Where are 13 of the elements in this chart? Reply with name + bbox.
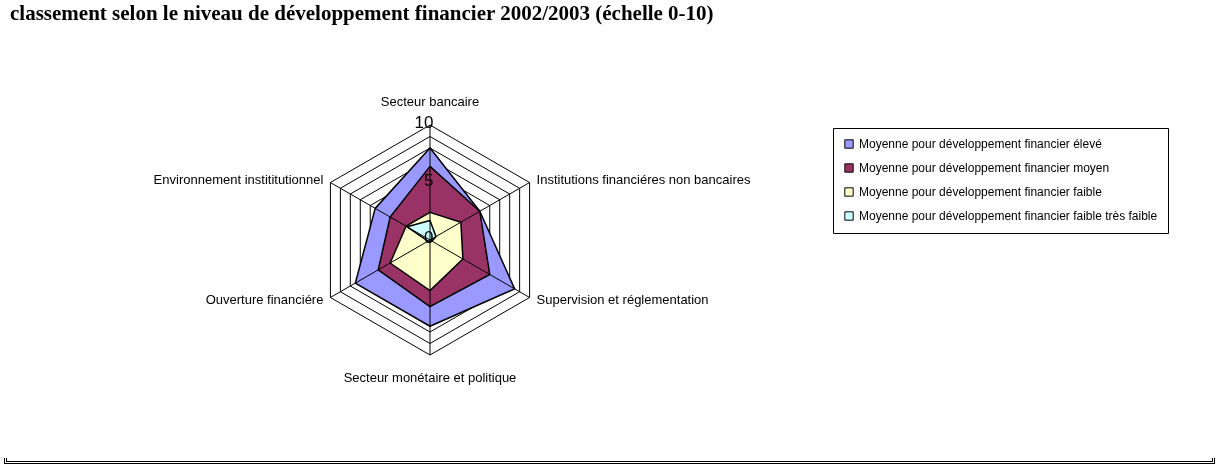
legend-label: Moyenne pour développement financier élevé xyxy=(859,137,1103,151)
y-tick-label: 5 xyxy=(423,170,434,190)
spoke-label: Secteur monétaire et politique xyxy=(343,370,517,385)
spoke-label: Environnement instititutionnel xyxy=(153,172,324,188)
spoke-label: Secteur bancaire xyxy=(380,94,480,109)
legend-label: Moyenne pour développement financier faible xyxy=(859,185,1103,199)
spoke-label: Supervision et réglementation xyxy=(536,291,709,307)
y-tick-label: 10 xyxy=(414,113,434,132)
chart-title: classement selon le niveau de développement financier 2002/2003 (échelle 0-10) xyxy=(10,1,714,25)
legend-label: Moyenne pour développement financier moyen xyxy=(859,161,1110,175)
spoke-label: Ouverture financiére xyxy=(205,291,324,307)
spoke-label: Institutions financiéres non bancaires xyxy=(536,172,751,188)
legend-label: Moyenne pour développement financier faible très faible xyxy=(859,209,1158,223)
